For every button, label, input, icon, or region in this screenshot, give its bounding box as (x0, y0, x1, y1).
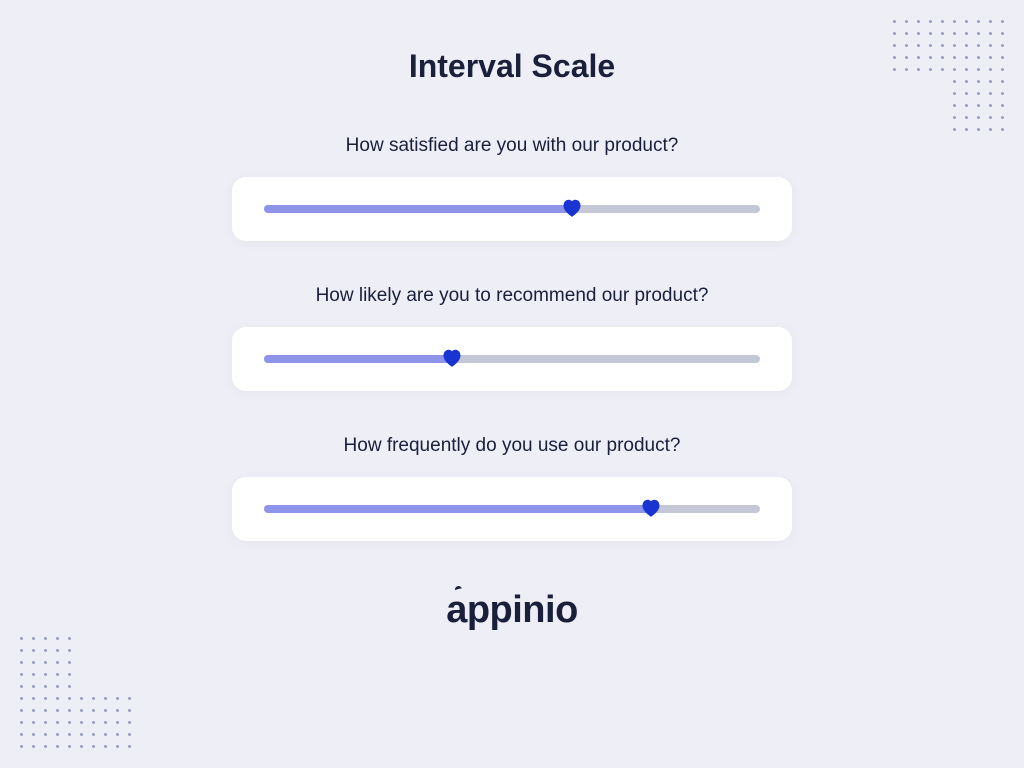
slider-track[interactable] (264, 355, 760, 363)
slider-track[interactable] (264, 505, 760, 513)
slider-card (232, 477, 792, 541)
slider-fill (264, 355, 452, 363)
questions-list: How satisfied are you with our product? … (232, 135, 792, 541)
decorative-dots-top-right (893, 20, 1004, 131)
slider-thumb-heart-icon[interactable] (560, 196, 584, 220)
slider-card (232, 177, 792, 241)
question-block: How satisfied are you with our product? (232, 135, 792, 241)
question-block: How likely are you to recommend our prod… (232, 285, 792, 391)
slider-fill (264, 505, 651, 513)
slider-track[interactable] (264, 205, 760, 213)
logo-letter-a: a (446, 589, 467, 632)
main-container: Interval Scale How satisfied are you wit… (0, 0, 1024, 768)
slider-card (232, 327, 792, 391)
question-label: How satisfied are you with our product? (346, 135, 679, 157)
decorative-dots-bottom-left (20, 637, 131, 748)
brand-logo: appinio (446, 589, 578, 632)
slider-fill (264, 205, 572, 213)
page-title: Interval Scale (409, 48, 615, 85)
logo-rest: ppinio (467, 589, 578, 632)
question-label: How frequently do you use our product? (344, 435, 681, 457)
slider-thumb-heart-icon[interactable] (639, 496, 663, 520)
slider-thumb-heart-icon[interactable] (440, 346, 464, 370)
question-block: How frequently do you use our product? (232, 435, 792, 541)
question-label: How likely are you to recommend our prod… (316, 285, 709, 307)
